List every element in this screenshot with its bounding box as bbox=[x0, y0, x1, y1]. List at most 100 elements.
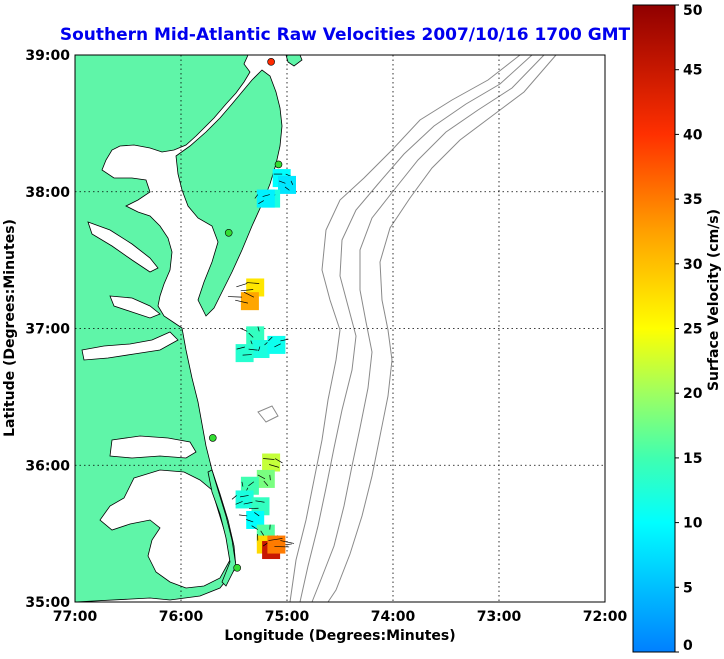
x-axis-label: Longitude (Degrees:Minutes) bbox=[224, 628, 455, 644]
velocity-vector bbox=[254, 512, 260, 517]
velocity-cell bbox=[267, 335, 286, 354]
contour-2000m bbox=[327, 54, 557, 603]
velocity-vector bbox=[255, 500, 265, 503]
velocity-vector bbox=[238, 514, 248, 517]
velocity-vector bbox=[241, 481, 244, 487]
radar-station-marker bbox=[274, 160, 283, 169]
velocity-cell bbox=[251, 497, 270, 516]
latitude-tick-labels: 39:00 38:00 37:00 36:00 35:00 bbox=[25, 48, 70, 611]
outer-banks bbox=[207, 469, 237, 587]
longitude-tick-labels: 77:00 76:00 75:00 74:00 73:00 72:00 bbox=[53, 609, 628, 625]
velocity-vector bbox=[239, 327, 248, 332]
velocity-vector bbox=[257, 326, 260, 332]
velocity-vector bbox=[260, 530, 265, 536]
velocity-vector bbox=[248, 332, 254, 338]
velocity-cell bbox=[240, 292, 259, 311]
velocity-cell bbox=[267, 535, 286, 554]
velocity-vector bbox=[240, 289, 254, 292]
radar-stations bbox=[209, 58, 283, 572]
colorbar: 0 5 10 15 20 25 30 35 40 45 50 Surface Velocity (c… bbox=[632, 3, 722, 654]
velocity-cell bbox=[256, 189, 275, 208]
lat-tick-label: 37:00 bbox=[25, 322, 70, 338]
velocity-vector bbox=[242, 354, 252, 356]
contour-1000m bbox=[311, 54, 545, 603]
velocity-vector bbox=[258, 346, 261, 352]
colorbar-gradient bbox=[632, 4, 676, 653]
velocity-vector bbox=[246, 282, 260, 284]
velocity-vector bbox=[248, 481, 255, 487]
colorbar-tick-label: 0 bbox=[683, 638, 693, 654]
lat-tick-label: 36:00 bbox=[25, 458, 70, 474]
map-frame bbox=[74, 54, 606, 603]
contour-100m bbox=[289, 54, 521, 603]
y-axis-label: Latitude (Degrees:Minutes) bbox=[2, 219, 18, 437]
colorbar-tick-label: 45 bbox=[683, 63, 702, 79]
velocity-vector bbox=[231, 495, 237, 500]
velocity-vector bbox=[258, 200, 264, 205]
colorbar-tick-label: 25 bbox=[683, 322, 702, 338]
map-panel bbox=[74, 54, 606, 603]
radar-station-marker bbox=[233, 564, 241, 572]
york-river bbox=[109, 295, 161, 319]
pamlico-sound bbox=[99, 469, 231, 589]
lat-tick-label: 35:00 bbox=[25, 595, 70, 611]
contour-200m bbox=[299, 54, 533, 603]
velocity-vector bbox=[248, 348, 258, 351]
rappahannock-river bbox=[87, 221, 159, 273]
velocity-vector bbox=[251, 525, 258, 530]
lon-tick-label: 76:00 bbox=[159, 609, 204, 625]
colorbar-label: Surface Velocity (cm/s) bbox=[706, 209, 722, 391]
velocity-vector bbox=[274, 343, 281, 348]
velocity-vector bbox=[268, 538, 283, 541]
velocity-vector bbox=[243, 291, 255, 298]
map-title: Southern Mid-Atlantic Raw Velocities 200… bbox=[60, 25, 631, 45]
velocity-cell bbox=[240, 476, 259, 495]
velocity-vector bbox=[262, 194, 270, 197]
james-river bbox=[81, 331, 179, 361]
colorbar-tick-label: 5 bbox=[683, 580, 693, 596]
albemarle-sound bbox=[109, 435, 197, 459]
velocity-vector bbox=[236, 346, 245, 350]
colorbar-tick-label: 50 bbox=[683, 3, 703, 19]
lat-tick-label: 39:00 bbox=[25, 48, 70, 64]
colorbar-tick-labels: 0 5 10 15 20 25 30 35 40 45 50 bbox=[675, 3, 703, 654]
velocity-vector bbox=[240, 495, 249, 498]
lon-tick-label: 77:00 bbox=[53, 609, 98, 625]
velocity-vector bbox=[269, 474, 271, 481]
delmarva-peninsula bbox=[175, 69, 283, 317]
velocity-field bbox=[227, 169, 296, 560]
colorbar-tick-label: 10 bbox=[683, 516, 703, 532]
velocity-vector bbox=[280, 338, 289, 342]
velocity-vector bbox=[284, 186, 290, 191]
colorbar-tick-label: 30 bbox=[683, 257, 703, 273]
velocity-cell bbox=[256, 469, 275, 488]
velocity-vector bbox=[263, 480, 269, 486]
bathymetry-contours bbox=[257, 54, 557, 603]
grid-lines bbox=[75, 55, 605, 602]
velocity-vector bbox=[235, 501, 243, 505]
velocity-vector bbox=[269, 464, 280, 468]
velocity-vector bbox=[280, 540, 295, 544]
velocity-cell bbox=[246, 326, 265, 345]
velocity-cell bbox=[235, 490, 254, 509]
contour-island bbox=[257, 405, 279, 423]
velocity-vector bbox=[268, 336, 273, 342]
velocity-vector bbox=[257, 474, 266, 480]
radar-station-marker bbox=[267, 58, 275, 66]
velocity-vector bbox=[243, 501, 253, 505]
lon-tick-label: 72:00 bbox=[583, 609, 628, 625]
lon-tick-label: 75:00 bbox=[265, 609, 310, 625]
colorbar-tick-label: 35 bbox=[683, 192, 702, 208]
velocity-vector bbox=[263, 458, 275, 460]
velocity-vector bbox=[235, 299, 248, 304]
colorbar-tick-label: 15 bbox=[683, 451, 702, 467]
radar-station-marker bbox=[224, 228, 233, 237]
velocity-cell bbox=[278, 175, 296, 194]
velocity-cell bbox=[262, 453, 281, 472]
velocity-vector bbox=[278, 180, 286, 184]
velocity-cell bbox=[235, 344, 254, 363]
velocity-vector bbox=[254, 194, 259, 199]
lon-tick-label: 74:00 bbox=[371, 609, 416, 625]
colorbar-tick-label: 20 bbox=[683, 386, 703, 402]
